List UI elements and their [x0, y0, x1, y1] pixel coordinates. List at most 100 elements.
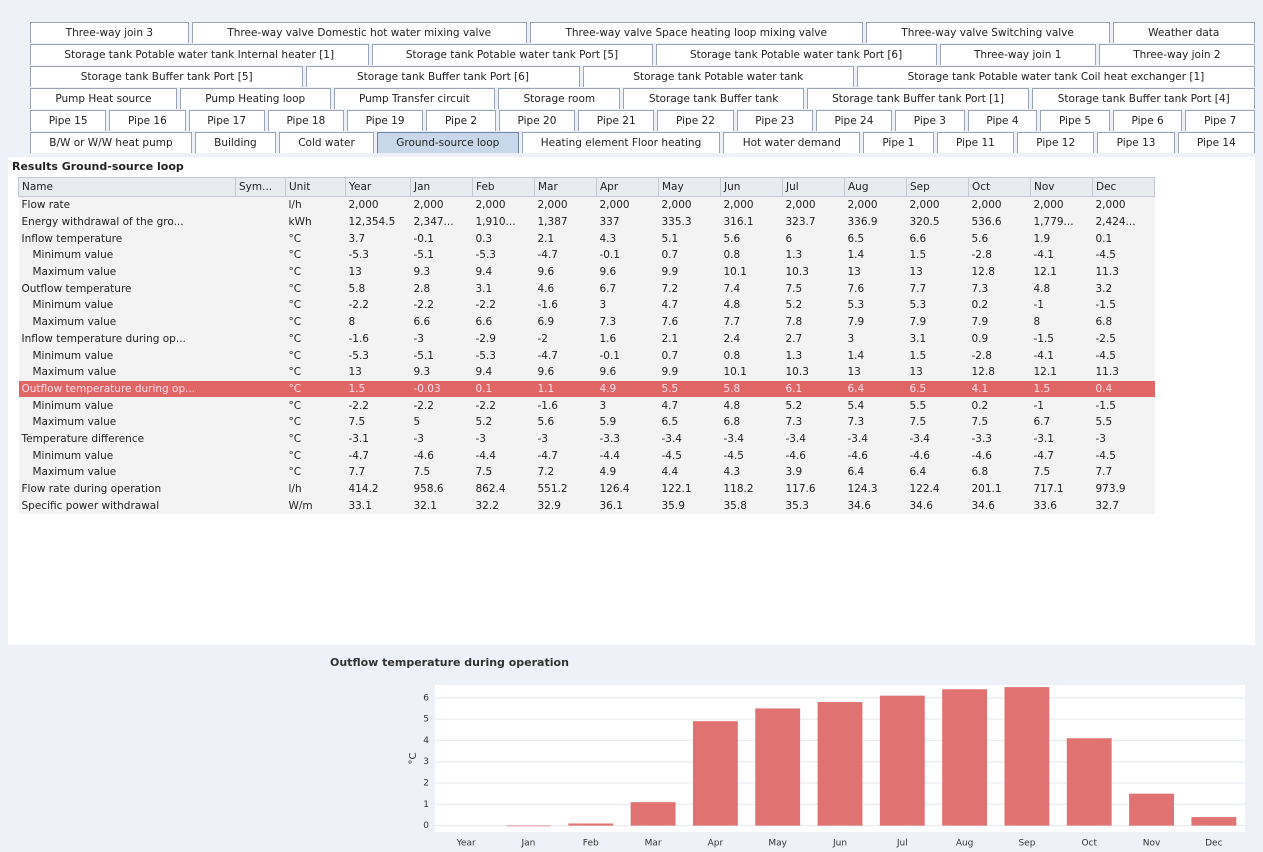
- column-header[interactable]: May: [658, 177, 721, 197]
- tab[interactable]: Three-way join 3: [30, 22, 189, 43]
- column-header[interactable]: Unit: [285, 177, 346, 197]
- table-row[interactable]: Maximum value °C 7.7 7.5 7.5 7.2 4.9 4.4 4.3 3.9 6…: [18, 464, 1155, 481]
- column-header[interactable]: Jan: [410, 177, 473, 197]
- tab[interactable]: Pipe 5: [1040, 110, 1110, 131]
- tab[interactable]: Pipe 4: [967, 110, 1038, 131]
- tab[interactable]: Ground-source loop: [377, 132, 519, 153]
- column-header[interactable]: Sep: [906, 177, 969, 197]
- results-table: Name Sym... Unit Year Jan Feb Mar Apr May Jun Jul A…: [18, 177, 1155, 515]
- column-header[interactable]: Apr: [596, 177, 659, 197]
- column-header[interactable]: Aug: [844, 177, 907, 197]
- bar: [1191, 817, 1237, 826]
- table-row[interactable]: Minimum value °C -4.7 -4.6 -4.4 -4.7 -4.4 -4.5-…: [18, 447, 1155, 464]
- tab[interactable]: Pipe 14: [1177, 132, 1255, 153]
- value-cell: 118.2: [720, 480, 783, 498]
- tab[interactable]: Pipe 6: [1112, 110, 1183, 131]
- tab[interactable]: Pipe 17: [188, 110, 265, 131]
- tab[interactable]: Building: [194, 132, 276, 153]
- tab[interactable]: Pipe 19: [347, 110, 424, 131]
- table-row[interactable]: Energy withdrawal of the gro... kWh 12,354…: [18, 213, 1155, 231]
- tab[interactable]: Three-way valve Domestic hot water mixin…: [191, 22, 527, 43]
- value-cell: 7.4: [720, 280, 783, 298]
- tab[interactable]: Three-way join 1: [939, 44, 1096, 65]
- tab[interactable]: B/W or W/W heat pump: [30, 132, 192, 153]
- tab[interactable]: Storage tank Buffer tank Port [5]: [30, 66, 304, 87]
- tab[interactable]: Three-way valve Switching valve: [865, 22, 1110, 43]
- tab[interactable]: Pipe 21: [578, 110, 655, 131]
- tab[interactable]: Storage tank Potable water tank: [582, 66, 854, 87]
- tab[interactable]: Storage tank Buffer tank Port [6]: [306, 66, 580, 87]
- table-row[interactable]: Maximum value °C 13 9.3 9.4 9.6 9.6 9.9 10.1 10.3…: [18, 363, 1155, 381]
- tab[interactable]: Pipe 24: [815, 110, 893, 131]
- column-header[interactable]: Jul: [782, 177, 845, 197]
- tab[interactable]: Storage tank Potable water tank Internal…: [30, 44, 369, 65]
- column-header[interactable]: Nov: [1030, 177, 1093, 197]
- tab[interactable]: Pipe 12: [1017, 132, 1095, 153]
- tab[interactable]: Storage tank Buffer tank Port [4]: [1032, 88, 1256, 109]
- tab[interactable]: Pipe 7: [1185, 110, 1255, 131]
- tab[interactable]: Pipe 18: [267, 110, 344, 131]
- column-header[interactable]: Oct: [968, 177, 1031, 197]
- tab[interactable]: Pipe 1: [863, 132, 934, 153]
- value-cell: 9.9: [658, 363, 721, 381]
- tab[interactable]: Storage room: [498, 88, 621, 109]
- value-cell: 6.1: [782, 380, 845, 398]
- tab[interactable]: Storage tank Potable water tank Port [5]: [371, 44, 653, 65]
- tab[interactable]: Weather data: [1112, 22, 1256, 43]
- tab[interactable]: Hot water demand: [723, 132, 861, 153]
- table-row[interactable]: Outflow temperature °C 5.8 2.8 3.1 4.6 6.7 7.2 7…: [18, 280, 1155, 298]
- tab[interactable]: Pump Transfer circuit: [333, 88, 496, 109]
- table-row[interactable]: Minimum value °C -2.2 -2.2 -2.2 -1.6 3 4.7 4.8 5.…: [18, 397, 1155, 414]
- table-row[interactable]: Inflow temperature during op... °C -1.6 -3-…: [18, 330, 1155, 348]
- tab[interactable]: Pipe 23: [736, 110, 813, 131]
- value-cell: 5.3: [844, 297, 907, 314]
- table-row[interactable]: Flow rate l/h 2,000 2,000 2,000 2,000 2,000 2,0…: [18, 196, 1155, 214]
- table-row[interactable]: Maximum value °C 13 9.3 9.4 9.6 9.6 9.9 10.1 10.3…: [18, 263, 1155, 281]
- tab[interactable]: Pipe 20: [498, 110, 576, 131]
- tab[interactable]: Pipe 13: [1097, 132, 1175, 153]
- tab[interactable]: Pipe 11: [936, 132, 1015, 153]
- column-header[interactable]: Jun: [720, 177, 783, 197]
- tab[interactable]: Three-way join 2: [1098, 44, 1255, 65]
- table-row[interactable]: Outflow temperature during op... °C 1.5 -0.…: [18, 380, 1155, 398]
- row-name: Maximum value: [18, 413, 236, 431]
- table-row[interactable]: Temperature difference °C -3.1 -3 -3 -3 -3.3 -3…: [18, 430, 1155, 448]
- tab[interactable]: Storage tank Potable water tank Port [6]: [655, 44, 937, 65]
- table-row[interactable]: Maximum value °C 8 6.6 6.6 6.9 7.3 7.6 7.7 7.8 7.9…: [18, 313, 1155, 331]
- tab[interactable]: Pump Heating loop: [179, 88, 331, 109]
- tab[interactable]: Pipe 22: [657, 110, 734, 131]
- chart-title: Outflow temperature during operation: [330, 656, 569, 669]
- column-header[interactable]: Dec: [1092, 177, 1155, 197]
- value-cell: 32.1: [410, 497, 473, 515]
- column-header[interactable]: Sym...: [235, 177, 286, 197]
- column-header[interactable]: Feb: [472, 177, 535, 197]
- table-row[interactable]: Flow rate during operation l/h 414.2 958.6 8…: [18, 480, 1155, 498]
- value-cell: -2.2: [410, 397, 473, 414]
- tab[interactable]: Storage tank Buffer tank: [623, 88, 804, 109]
- table-row[interactable]: Minimum value °C -5.3 -5.1 -5.3 -4.7 -0.1 0.7 0.…: [18, 347, 1155, 364]
- sym-cell: [235, 447, 286, 464]
- value-cell: 5.5: [906, 397, 969, 414]
- tab[interactable]: Storage tank Buffer tank Port [1]: [806, 88, 1030, 109]
- tab[interactable]: Pipe 16: [109, 110, 186, 131]
- value-cell: -2.9: [472, 330, 535, 348]
- tab[interactable]: Heating element Floor heating: [521, 132, 721, 153]
- tab[interactable]: Three-way valve Space heating loop mixin…: [529, 22, 863, 43]
- table-row[interactable]: Minimum value °C -5.3 -5.1 -5.3 -4.7 -0.1 0.7 0.…: [18, 247, 1155, 264]
- value-cell: -0.1: [596, 347, 659, 364]
- table-row[interactable]: Maximum value °C 7.5 5 5.2 5.6 5.9 6.5 6.8 7.3 7.3…: [18, 413, 1155, 431]
- tab[interactable]: Pipe 3: [895, 110, 965, 131]
- tab[interactable]: Pipe 2: [426, 110, 496, 131]
- table-row[interactable]: Specific power withdrawal W/m 33.1 32.1 32.2…: [18, 497, 1155, 515]
- column-header[interactable]: Name: [18, 177, 236, 197]
- value-cell: 7.7: [906, 280, 969, 298]
- tab[interactable]: Storage tank Potable water tank Coil hea…: [856, 66, 1255, 87]
- column-header[interactable]: Year: [345, 177, 411, 197]
- tab[interactable]: Cold water: [278, 132, 375, 153]
- table-row[interactable]: Minimum value °C -2.2 -2.2 -2.2 -1.6 3 4.7 4.8 5.…: [18, 297, 1155, 314]
- column-header[interactable]: Mar: [534, 177, 597, 197]
- tab[interactable]: Pump Heat source: [30, 88, 177, 109]
- value-cell: 2,000: [596, 196, 659, 214]
- table-row[interactable]: Inflow temperature °C 3.7 -0.1 0.3 2.1 4.3 5.1 5…: [18, 230, 1155, 248]
- tab[interactable]: Pipe 15: [30, 110, 107, 131]
